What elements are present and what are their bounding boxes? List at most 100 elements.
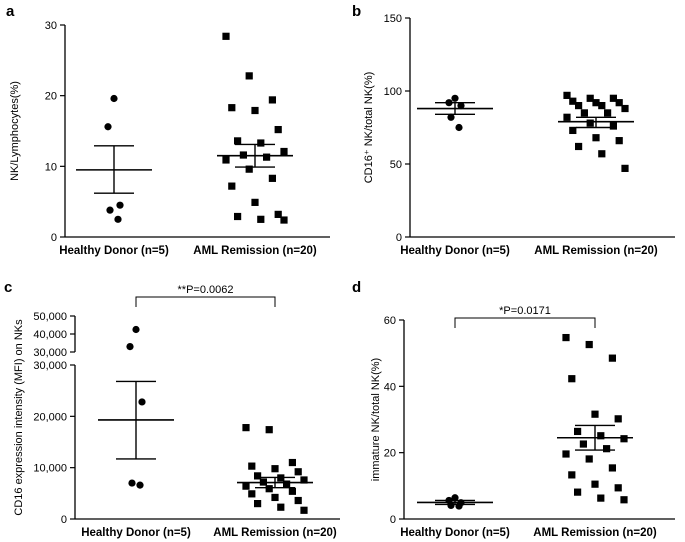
data-point [277,503,285,511]
data-point [579,440,587,448]
data-point [268,96,276,104]
data-point [447,113,455,121]
y-tick-label: 150 [384,13,402,25]
data-point [280,147,288,156]
data-point [222,156,230,164]
data-point [242,424,250,432]
panel-b: b 0 50 100 150 CD16⁺ NK/total NK(%) Healthy D… [352,3,675,257]
data-point [591,410,599,418]
data-point [614,415,622,423]
data-point [568,471,576,479]
panel-b-letter: b [352,3,361,20]
data-point [106,206,114,214]
y-tick-label: 20 [384,448,396,460]
data-point [242,482,250,490]
data-point [257,215,265,223]
data-point [598,102,606,110]
data-point [615,137,623,145]
y-tick-label: 0 [51,232,57,244]
data-point [245,165,253,173]
y-tick-label: 30,000 [33,360,67,372]
data-point [254,500,262,508]
data-point [585,455,593,463]
data-point [608,354,616,362]
data-point [575,142,583,151]
data-point [263,153,271,161]
data-point [598,150,606,158]
category-label: AML Remission (n=20) [213,527,337,539]
y-tick-label: 40 [384,381,396,393]
data-point [621,104,629,113]
data-point [620,496,628,504]
data-point [592,134,600,142]
data-point [228,104,236,112]
data-point [592,99,600,107]
data-point [615,99,623,107]
y-axis-label: CD16⁺ NK/total NK(%) [363,72,375,184]
data-point [274,210,282,218]
data-point [300,476,308,484]
data-point [597,494,605,502]
data-point [283,480,291,488]
panel-a-letter: a [6,3,15,20]
data-point [621,164,629,172]
y-tick-label: 0 [61,514,67,526]
data-point [251,106,259,115]
data-point [597,432,605,440]
y-tick-label: 50 [390,159,402,171]
y-axis-label: CD16 expression intensity (MFI) on NKs [13,319,25,516]
y-tick-label: 40,000 [33,329,67,341]
data-point [609,122,617,130]
data-point [254,472,262,480]
y-tick-label: 20 [45,91,57,103]
y-axis-label: immature NK/total NK(%) [370,358,382,481]
y-tick-label: 10 [45,161,57,173]
significance-label: **P=0.0062 [178,284,234,296]
category-label: Healthy Donor (n=5) [400,245,510,257]
data-point [288,487,296,495]
data-point [126,343,134,351]
data-point [114,215,122,223]
data-point [455,502,463,510]
data-point [268,174,276,182]
data-point [451,94,459,102]
data-point [574,427,582,436]
significance-bracket [135,296,276,307]
data-point [574,488,582,496]
category-label: Healthy Donor (n=5) [400,527,510,539]
category-label: AML Remission (n=20) [533,527,657,539]
significance-label: *P=0.0171 [499,305,551,317]
data-point [138,398,146,406]
data-point [257,139,265,147]
y-tick-label: 0 [390,514,396,526]
data-point [110,94,118,103]
data-point [580,109,588,117]
data-point [451,494,459,502]
category-label: Healthy Donor (n=5) [59,245,169,257]
y-tick-label: 10,000 [33,463,67,475]
data-point [563,91,571,99]
panel-c-letter: c [4,279,12,296]
data-point [288,458,296,467]
data-point [608,464,616,472]
data-point [620,435,628,443]
data-point [136,481,144,489]
data-point [586,94,594,102]
data-point [128,479,136,487]
y-tick-label: 50,000 [33,311,67,323]
y-tick-label: 0 [396,232,402,244]
data-point [116,201,124,209]
data-point [614,484,622,492]
data-point [586,119,594,127]
data-point [245,72,253,80]
y-axis-label: NK/Lymphocytes(%) [9,81,21,181]
data-point [222,32,230,40]
data-point [280,216,288,224]
data-point [447,501,455,510]
y-tick-label: 60 [384,315,396,327]
category-label: AML Remission (n=20) [534,245,658,257]
data-point [569,126,577,135]
data-point [604,109,612,117]
data-point [234,212,242,221]
